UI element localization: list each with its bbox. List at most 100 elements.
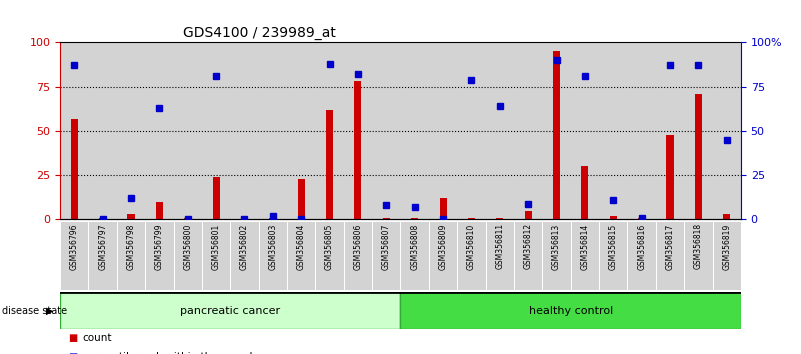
- Bar: [383, 218, 390, 219]
- Bar: [60, 42, 88, 219]
- Bar: [553, 51, 560, 219]
- Bar: [411, 218, 418, 219]
- Text: GSM356813: GSM356813: [552, 223, 561, 269]
- Text: GSM356806: GSM356806: [353, 223, 362, 270]
- Bar: [400, 292, 741, 329]
- Bar: [60, 292, 400, 329]
- Text: GSM356797: GSM356797: [99, 223, 107, 270]
- Bar: [60, 221, 88, 290]
- Bar: [440, 198, 447, 219]
- Text: GSM356807: GSM356807: [382, 223, 391, 270]
- Bar: [627, 221, 656, 290]
- Text: GSM356800: GSM356800: [183, 223, 192, 270]
- Bar: [259, 42, 287, 219]
- Bar: [287, 42, 316, 219]
- Bar: [457, 42, 485, 219]
- Text: GSM356805: GSM356805: [325, 223, 334, 270]
- Bar: [542, 42, 570, 219]
- Bar: [468, 218, 475, 219]
- Bar: [485, 221, 514, 290]
- Bar: [570, 221, 599, 290]
- Text: GSM356798: GSM356798: [127, 223, 135, 270]
- Text: GSM356803: GSM356803: [268, 223, 277, 270]
- Text: GSM356802: GSM356802: [240, 223, 249, 269]
- Bar: [457, 221, 485, 290]
- Bar: [298, 179, 304, 219]
- Bar: [627, 42, 656, 219]
- Bar: [570, 42, 599, 219]
- Bar: [99, 218, 107, 219]
- Text: GSM356819: GSM356819: [723, 223, 731, 269]
- Bar: [156, 202, 163, 219]
- Text: GDS4100 / 239989_at: GDS4100 / 239989_at: [183, 26, 336, 40]
- Bar: [344, 42, 372, 219]
- Text: GSM356801: GSM356801: [211, 223, 220, 269]
- Bar: [174, 221, 202, 290]
- Text: GSM356817: GSM356817: [666, 223, 674, 269]
- Bar: [202, 221, 231, 290]
- Bar: [259, 221, 287, 290]
- Bar: [287, 221, 316, 290]
- Bar: [485, 42, 514, 219]
- Text: GSM356814: GSM356814: [581, 223, 590, 269]
- Text: GSM356796: GSM356796: [70, 223, 78, 270]
- Bar: [184, 218, 191, 219]
- Bar: [231, 42, 259, 219]
- Text: pancreatic cancer: pancreatic cancer: [180, 306, 280, 316]
- Bar: [316, 42, 344, 219]
- Bar: [344, 221, 372, 290]
- Bar: [713, 42, 741, 219]
- Bar: [514, 42, 542, 219]
- Text: disease state: disease state: [2, 306, 66, 316]
- Bar: [202, 42, 231, 219]
- Bar: [400, 221, 429, 290]
- Text: GSM356799: GSM356799: [155, 223, 164, 270]
- Bar: [231, 221, 259, 290]
- Bar: [514, 221, 542, 290]
- Text: GSM356811: GSM356811: [495, 223, 505, 269]
- Text: GSM356818: GSM356818: [694, 223, 702, 269]
- Bar: [117, 42, 145, 219]
- Bar: [656, 221, 684, 290]
- Bar: [145, 221, 174, 290]
- Text: GSM356804: GSM356804: [296, 223, 306, 270]
- Bar: [354, 81, 361, 219]
- Bar: [713, 221, 741, 290]
- Bar: [599, 42, 627, 219]
- Text: ▶: ▶: [46, 306, 54, 316]
- Bar: [497, 218, 503, 219]
- Bar: [582, 166, 589, 219]
- Bar: [723, 214, 731, 219]
- Text: GSM356816: GSM356816: [637, 223, 646, 269]
- Bar: [326, 110, 333, 219]
- Text: GSM356808: GSM356808: [410, 223, 419, 269]
- Bar: [684, 221, 713, 290]
- Bar: [638, 218, 645, 219]
- Bar: [599, 221, 627, 290]
- Text: ■: ■: [68, 333, 78, 343]
- Bar: [694, 94, 702, 219]
- Bar: [127, 214, 135, 219]
- Bar: [212, 177, 219, 219]
- Text: percentile rank within the sample: percentile rank within the sample: [83, 352, 259, 354]
- Bar: [656, 42, 684, 219]
- Bar: [316, 221, 344, 290]
- Bar: [145, 42, 174, 219]
- Text: GSM356815: GSM356815: [609, 223, 618, 269]
- Bar: [88, 221, 117, 290]
- Text: GSM356812: GSM356812: [524, 223, 533, 269]
- Bar: [174, 42, 202, 219]
- Bar: [666, 135, 674, 219]
- Bar: [88, 42, 117, 219]
- Text: healthy control: healthy control: [529, 306, 613, 316]
- Bar: [429, 221, 457, 290]
- Bar: [684, 42, 713, 219]
- Bar: [429, 42, 457, 219]
- Bar: [117, 221, 145, 290]
- Text: count: count: [83, 333, 112, 343]
- Bar: [70, 119, 78, 219]
- Text: GSM356810: GSM356810: [467, 223, 476, 269]
- Text: GSM356809: GSM356809: [439, 223, 448, 270]
- Bar: [400, 42, 429, 219]
- Bar: [372, 42, 400, 219]
